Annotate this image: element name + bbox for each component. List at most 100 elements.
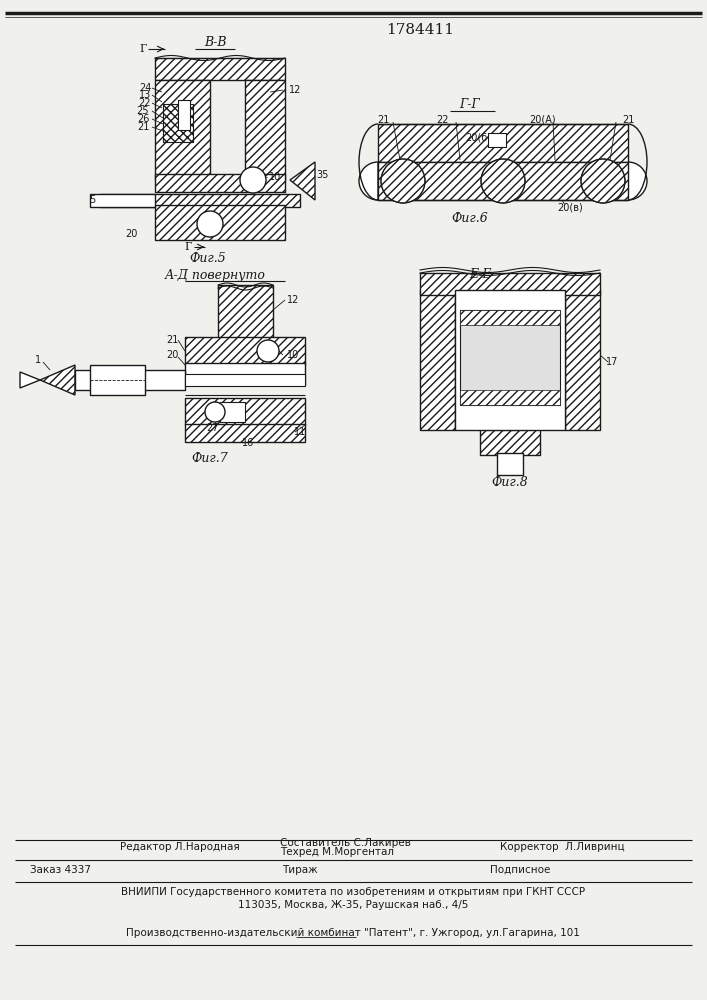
Bar bbox=[245, 80, 285, 180]
Bar bbox=[155, 58, 285, 80]
Text: 21: 21 bbox=[166, 335, 178, 345]
Polygon shape bbox=[290, 162, 315, 200]
Text: 20(в): 20(в) bbox=[557, 202, 583, 212]
Text: 20: 20 bbox=[166, 350, 178, 360]
Bar bbox=[100, 194, 300, 207]
Circle shape bbox=[205, 402, 225, 422]
Bar bbox=[185, 363, 305, 385]
Text: 22: 22 bbox=[437, 115, 449, 125]
Bar bbox=[480, 425, 540, 455]
Bar bbox=[455, 290, 565, 430]
Bar bbox=[185, 424, 305, 442]
Text: 21: 21 bbox=[377, 115, 389, 125]
Text: Производственно-издательский комбинат "Патент", г. Ужгород, ул.Гагарина, 101: Производственно-издательский комбинат "П… bbox=[126, 928, 580, 938]
Text: 10: 10 bbox=[287, 350, 299, 360]
Text: 22: 22 bbox=[139, 98, 151, 108]
Bar bbox=[155, 58, 285, 80]
Bar bbox=[155, 80, 210, 180]
Bar bbox=[185, 424, 305, 442]
Bar bbox=[155, 174, 285, 192]
Circle shape bbox=[240, 167, 266, 193]
Text: Фиг.6: Фиг.6 bbox=[452, 212, 489, 225]
Bar bbox=[178, 100, 190, 130]
Text: 35: 35 bbox=[317, 170, 329, 180]
Bar bbox=[155, 80, 210, 180]
Bar bbox=[155, 174, 285, 192]
Circle shape bbox=[381, 159, 425, 203]
Text: Корректор  Л.Ливринц: Корректор Л.Ливринц bbox=[500, 842, 624, 852]
Bar bbox=[155, 205, 285, 240]
Text: 20: 20 bbox=[125, 229, 137, 239]
Polygon shape bbox=[40, 365, 75, 395]
Text: Фиг.5: Фиг.5 bbox=[189, 251, 226, 264]
Bar bbox=[460, 310, 560, 405]
Bar bbox=[460, 390, 560, 405]
Bar bbox=[163, 104, 193, 142]
Bar bbox=[75, 370, 185, 390]
Text: 16: 16 bbox=[242, 438, 254, 448]
Circle shape bbox=[581, 159, 625, 203]
Text: 25: 25 bbox=[136, 106, 149, 116]
Text: Г: Г bbox=[185, 242, 192, 252]
Bar bbox=[185, 398, 305, 425]
Text: 24: 24 bbox=[139, 83, 151, 93]
Text: 13: 13 bbox=[139, 90, 151, 100]
Bar bbox=[420, 273, 600, 295]
Circle shape bbox=[257, 340, 279, 362]
Bar bbox=[185, 363, 305, 385]
Bar bbox=[185, 374, 305, 386]
Text: Г: Г bbox=[139, 44, 146, 54]
Text: 20(б): 20(б) bbox=[465, 132, 491, 142]
Bar bbox=[90, 365, 145, 395]
Text: 1: 1 bbox=[35, 355, 41, 365]
Bar bbox=[155, 205, 285, 240]
Bar bbox=[565, 290, 600, 430]
Text: 113035, Москва, Ж-35, Раушская наб., 4/5: 113035, Москва, Ж-35, Раушская наб., 4/5 bbox=[238, 900, 468, 910]
Text: 17: 17 bbox=[606, 357, 618, 367]
Text: 11: 11 bbox=[294, 427, 306, 437]
Bar bbox=[220, 402, 245, 422]
Text: 21: 21 bbox=[137, 122, 149, 132]
Bar bbox=[378, 124, 628, 162]
Bar bbox=[378, 162, 628, 200]
Text: Редактор Л.Народная: Редактор Л.Народная bbox=[120, 842, 240, 852]
Bar bbox=[163, 104, 193, 142]
Text: 1784411: 1784411 bbox=[386, 23, 454, 37]
Bar bbox=[378, 162, 628, 200]
Bar bbox=[185, 337, 305, 365]
Text: Составитель С.Лакирев: Составитель С.Лакирев bbox=[280, 838, 411, 848]
Text: Заказ 4337: Заказ 4337 bbox=[30, 865, 91, 875]
Bar bbox=[497, 453, 523, 475]
Bar bbox=[420, 290, 455, 430]
Bar bbox=[90, 194, 155, 207]
Text: ВНИИПИ Государственного комитета по изобретениям и открытиям при ГКНТ СССР: ВНИИПИ Государственного комитета по изоб… bbox=[121, 887, 585, 897]
Text: 5: 5 bbox=[89, 195, 95, 205]
Bar bbox=[488, 133, 506, 147]
Bar bbox=[460, 310, 560, 325]
Text: 12: 12 bbox=[289, 85, 301, 95]
Text: Подписное: Подписное bbox=[490, 865, 550, 875]
Bar bbox=[487, 425, 533, 430]
Text: Техред М.Моргентал: Техред М.Моргентал bbox=[280, 847, 394, 857]
Text: Фиг.8: Фиг.8 bbox=[491, 476, 528, 488]
Text: Тираж: Тираж bbox=[282, 865, 318, 875]
Bar bbox=[480, 425, 540, 455]
Bar bbox=[185, 337, 305, 365]
Text: Е-Е: Е-Е bbox=[469, 268, 491, 282]
Bar bbox=[100, 194, 300, 207]
Bar bbox=[565, 290, 600, 430]
Polygon shape bbox=[20, 372, 40, 388]
Text: Г-Г: Г-Г bbox=[460, 99, 480, 111]
Wedge shape bbox=[628, 162, 647, 200]
Circle shape bbox=[197, 211, 223, 237]
Wedge shape bbox=[359, 162, 378, 200]
Bar bbox=[420, 290, 455, 430]
Text: 26: 26 bbox=[137, 114, 149, 124]
Text: 20(A): 20(A) bbox=[530, 115, 556, 125]
Text: А-Д повернуто: А-Д повернуто bbox=[165, 268, 265, 282]
Bar bbox=[185, 398, 305, 425]
Text: В-В: В-В bbox=[204, 36, 226, 49]
Text: 12: 12 bbox=[287, 295, 299, 305]
Bar bbox=[245, 80, 285, 180]
Text: Фиг.7: Фиг.7 bbox=[192, 452, 228, 464]
